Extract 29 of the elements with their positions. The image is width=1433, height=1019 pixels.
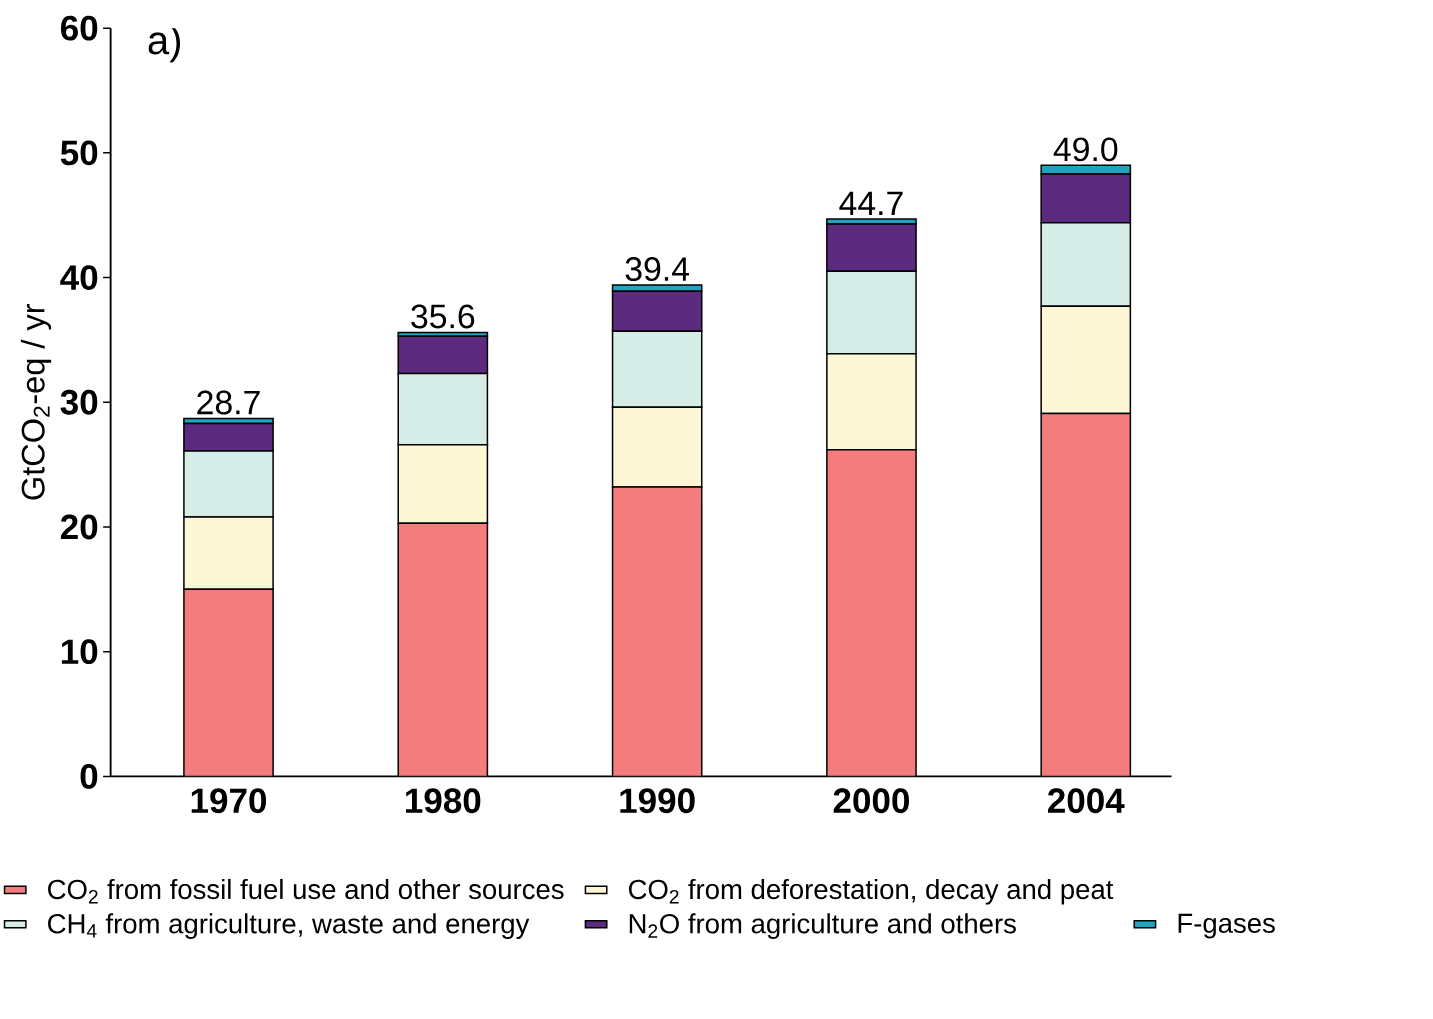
y-tick-label: 30	[60, 390, 98, 415]
x-tick-label: 1970	[191, 788, 267, 814]
x-tick-label: 2000	[833, 788, 909, 814]
y-tick-label: 60	[60, 15, 98, 41]
legend-label: CO$_{2}$ from deforestation, decay and peat	[628, 879, 1114, 905]
y-tick-label: 40	[60, 265, 98, 291]
total-label: 35.6	[411, 304, 475, 329]
y-tick-label: 0	[80, 764, 98, 789]
total-label: 39.4	[625, 257, 690, 282]
bar	[826, 449, 917, 777]
total-label: 44.7	[839, 191, 903, 216]
bar	[1040, 412, 1132, 777]
y-axis-title: GtCO$_{2}$-eq / yr	[20, 304, 52, 500]
total-label: 28.7	[197, 390, 260, 415]
legend-label: F-gases	[1178, 913, 1275, 939]
annotation: a)	[148, 25, 180, 63]
legend-label: CH$_{4}$ from agriculture, waste and energy	[48, 913, 530, 940]
x-tick-label: 1980	[406, 788, 481, 814]
y-tick-label: 20	[60, 514, 98, 540]
legend-label: N$_{2}$O from agriculture and others	[629, 913, 1016, 940]
total-label: 49.0	[1053, 137, 1118, 162]
x-tick-label: 2004	[1048, 788, 1125, 814]
y-tick-label: 10	[61, 639, 98, 665]
bar	[397, 522, 489, 777]
legend-label: CO$_{2}$ from fossil fuel use and other sources	[48, 879, 564, 904]
x-tick-label: 1990	[620, 788, 695, 814]
bar	[611, 486, 703, 777]
y-tick-label: 50	[60, 140, 98, 166]
bar	[183, 588, 274, 777]
